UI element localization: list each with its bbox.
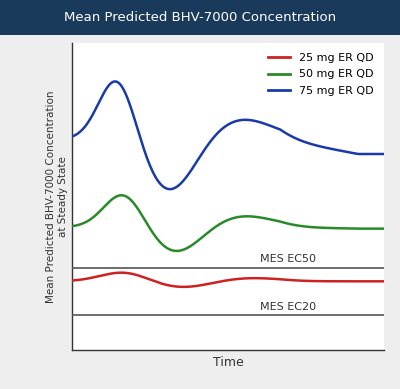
Y-axis label: Mean Predicted BHV-7000 Concentration
at Steady State: Mean Predicted BHV-7000 Concentration at…	[46, 90, 68, 303]
X-axis label: Time: Time	[213, 356, 243, 369]
Legend: 25 mg ER QD, 50 mg ER QD, 75 mg ER QD: 25 mg ER QD, 50 mg ER QD, 75 mg ER QD	[264, 48, 378, 101]
Text: MES EC20: MES EC20	[260, 302, 317, 312]
Text: MES EC50: MES EC50	[260, 254, 316, 265]
Text: Mean Predicted BHV-7000 Concentration: Mean Predicted BHV-7000 Concentration	[64, 11, 336, 24]
